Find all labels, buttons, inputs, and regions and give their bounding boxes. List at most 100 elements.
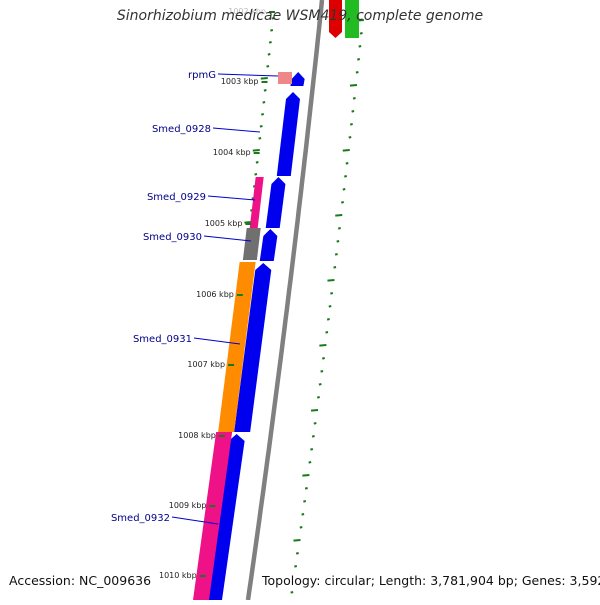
inner-tick: [335, 214, 343, 217]
inner-tick: [326, 318, 330, 321]
topology-text: Topology: circular; Length: 3,781,904 bp…: [262, 573, 600, 588]
inner-tick: [352, 97, 356, 100]
inner-tick: [349, 84, 358, 87]
inner-tick: [342, 149, 350, 152]
inner-tick: [342, 188, 346, 191]
inner-tick: [325, 331, 329, 334]
inner-tick: [345, 162, 349, 165]
cds-smed-0929-reverse: [249, 177, 264, 228]
cds-smed-0932-reverse: [193, 432, 233, 600]
inner-tick: [318, 383, 322, 386]
outer-tick: [268, 41, 272, 44]
inner-tick: [322, 357, 325, 360]
inner-tick: [293, 539, 301, 542]
inner-tick: [333, 266, 337, 269]
kbp-tick-label: 1006 kbp: [196, 290, 234, 299]
inner-tick: [334, 253, 338, 256]
kbp-tick-label: 1008 kbp: [178, 431, 216, 440]
inner-tick-ring: [290, 19, 365, 594]
gene-label-leader: [203, 235, 252, 242]
inner-tick: [349, 123, 353, 126]
cds-smed-0931-forward: [234, 263, 272, 432]
inner-tick: [316, 396, 320, 399]
inner-tick: [341, 201, 344, 204]
outer-tick: [271, 17, 275, 20]
cds-rpmG-reverse: [278, 72, 292, 84]
outer-tick: [258, 137, 262, 140]
cds-smed-0930-reverse: [242, 228, 261, 260]
kbp-tick-label: 1003 kbp: [221, 77, 259, 86]
inner-tick: [328, 305, 332, 308]
inner-tick: [310, 448, 314, 451]
gene-label: rpmG: [188, 70, 216, 81]
cds-smed-0929-forward: [265, 177, 286, 228]
kbp-tick-label: 1005 kbp: [205, 219, 243, 228]
outer-tick: [270, 29, 274, 32]
inner-tick: [313, 422, 317, 425]
cds-top-red: [329, 0, 342, 38]
kbp-scale: 1002 kbp 1003 kbp 1004 kbp 1005 kbp 1006 kbp…: [159, 7, 275, 580]
inner-tick: [304, 487, 308, 490]
cds-rpmG-forward: [290, 72, 305, 86]
outer-tick: [252, 149, 260, 152]
outer-tick: [254, 173, 258, 176]
inner-tick: [311, 435, 315, 438]
gene-label-leader: [207, 195, 256, 201]
inner-tick: [351, 110, 355, 113]
gene-label: Smed_0929: [147, 192, 206, 203]
gene-labels: rpmG Smed_0928 Smed_0929 Smed_0930 Smed_0931…: [111, 70, 279, 525]
gene-label-leader: [171, 516, 219, 525]
inner-tick: [336, 240, 340, 243]
cds-smed-0931-reverse: [218, 262, 256, 432]
kbp-tick-label: 1007 kbp: [187, 360, 225, 369]
inner-tick: [337, 227, 341, 230]
gene-label: Smed_0928: [152, 124, 211, 135]
genome-backbone: [245, 0, 325, 601]
inner-tick: [320, 370, 324, 373]
feature-layer: [193, 0, 359, 601]
inner-tick: [319, 344, 327, 347]
kbp-tick-label: 1002 kbp: [228, 7, 266, 16]
outer-tick: [267, 53, 271, 56]
outer-tick: [255, 161, 259, 164]
inner-tick: [294, 565, 298, 568]
accession-text: Accession: NC_009636: [9, 573, 152, 588]
cds-top-green: [345, 0, 359, 38]
inner-tick: [355, 71, 359, 74]
inner-tick: [357, 58, 361, 61]
inner-tick: [303, 500, 307, 503]
inner-tick: [344, 175, 348, 178]
inner-tick: [301, 513, 305, 516]
kbp-tick-label: 1004 kbp: [213, 148, 251, 157]
outer-tick: [260, 77, 268, 80]
outer-tick: [263, 89, 267, 92]
gene-label-leader: [193, 337, 241, 345]
inner-tick: [310, 409, 319, 412]
kbp-tick-label: 1010 kbp: [159, 571, 197, 580]
inner-tick: [359, 32, 363, 35]
inner-tick: [327, 279, 335, 282]
inner-tick: [308, 461, 312, 464]
gene-label-leader: [212, 127, 261, 133]
kbp-tick-label: 1009 kbp: [169, 501, 207, 510]
inner-tick: [348, 136, 352, 139]
inner-tick: [330, 292, 334, 295]
inner-tick: [299, 526, 303, 529]
cds-smed-0928-forward: [276, 92, 300, 176]
outer-tick: [266, 65, 270, 68]
outer-tick: [262, 101, 266, 104]
inner-tick: [295, 552, 299, 555]
gene-label-leader: [217, 73, 279, 77]
gene-label: Smed_0930: [143, 232, 202, 243]
outer-tick: [244, 221, 252, 224]
cds-smed-0932-forward: [206, 434, 245, 600]
inner-tick: [358, 45, 362, 48]
gene-label: Smed_0932: [111, 513, 170, 524]
outer-tick: [261, 113, 265, 116]
gene-label: Smed_0931: [133, 334, 192, 345]
cds-smed-0930-forward: [259, 229, 278, 261]
inner-tick: [290, 591, 294, 594]
outer-tick: [259, 125, 263, 128]
